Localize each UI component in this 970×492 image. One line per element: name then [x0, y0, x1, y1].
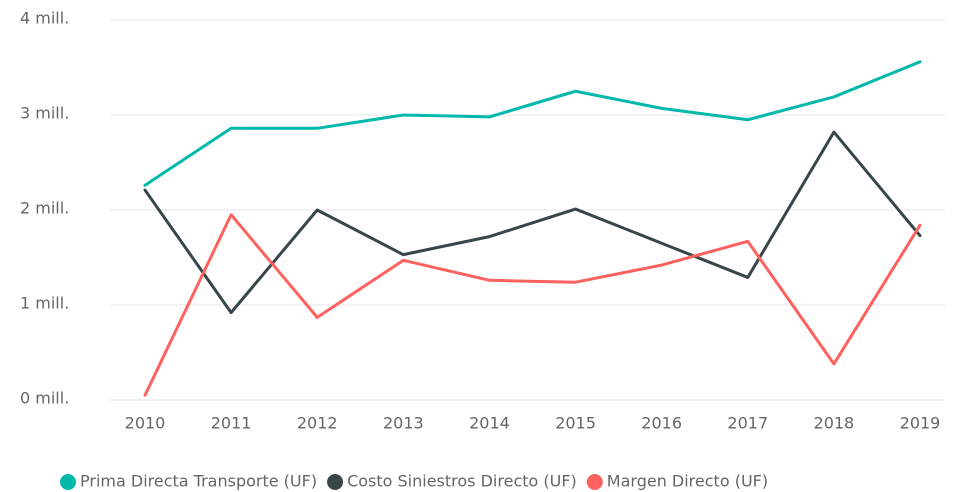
x-tick-label: 2019: [900, 414, 941, 433]
legend-label: Costo Siniestros Directo (UF): [347, 472, 577, 491]
x-tick-label: 2011: [211, 414, 252, 433]
legend-marker: [60, 474, 76, 490]
y-tick-label: 2 mill.: [20, 199, 69, 218]
line-series: [143, 213, 922, 397]
x-tick-label: 2014: [469, 414, 510, 433]
y-tick-label: 4 mill.: [20, 9, 69, 28]
line-series: [143, 60, 922, 187]
x-tick-label: 2018: [814, 414, 855, 433]
legend-label: Margen Directo (UF): [607, 472, 768, 491]
x-tick-label: 2017: [727, 414, 768, 433]
line-series: [143, 130, 922, 315]
x-tick-label: 2015: [555, 414, 596, 433]
y-tick-label: 1 mill.: [20, 294, 69, 313]
x-tick-label: 2012: [297, 414, 338, 433]
x-tick-label: 2016: [641, 414, 682, 433]
legend-label: Prima Directa Transporte (UF): [80, 472, 317, 491]
legend-marker: [586, 474, 603, 490]
legend-marker: [327, 474, 344, 490]
y-tick-label: 3 mill.: [20, 104, 69, 123]
x-tick-label: 2010: [125, 414, 166, 433]
x-tick-label: 2013: [383, 414, 424, 433]
y-tick-label: 0 mill.: [20, 389, 69, 408]
